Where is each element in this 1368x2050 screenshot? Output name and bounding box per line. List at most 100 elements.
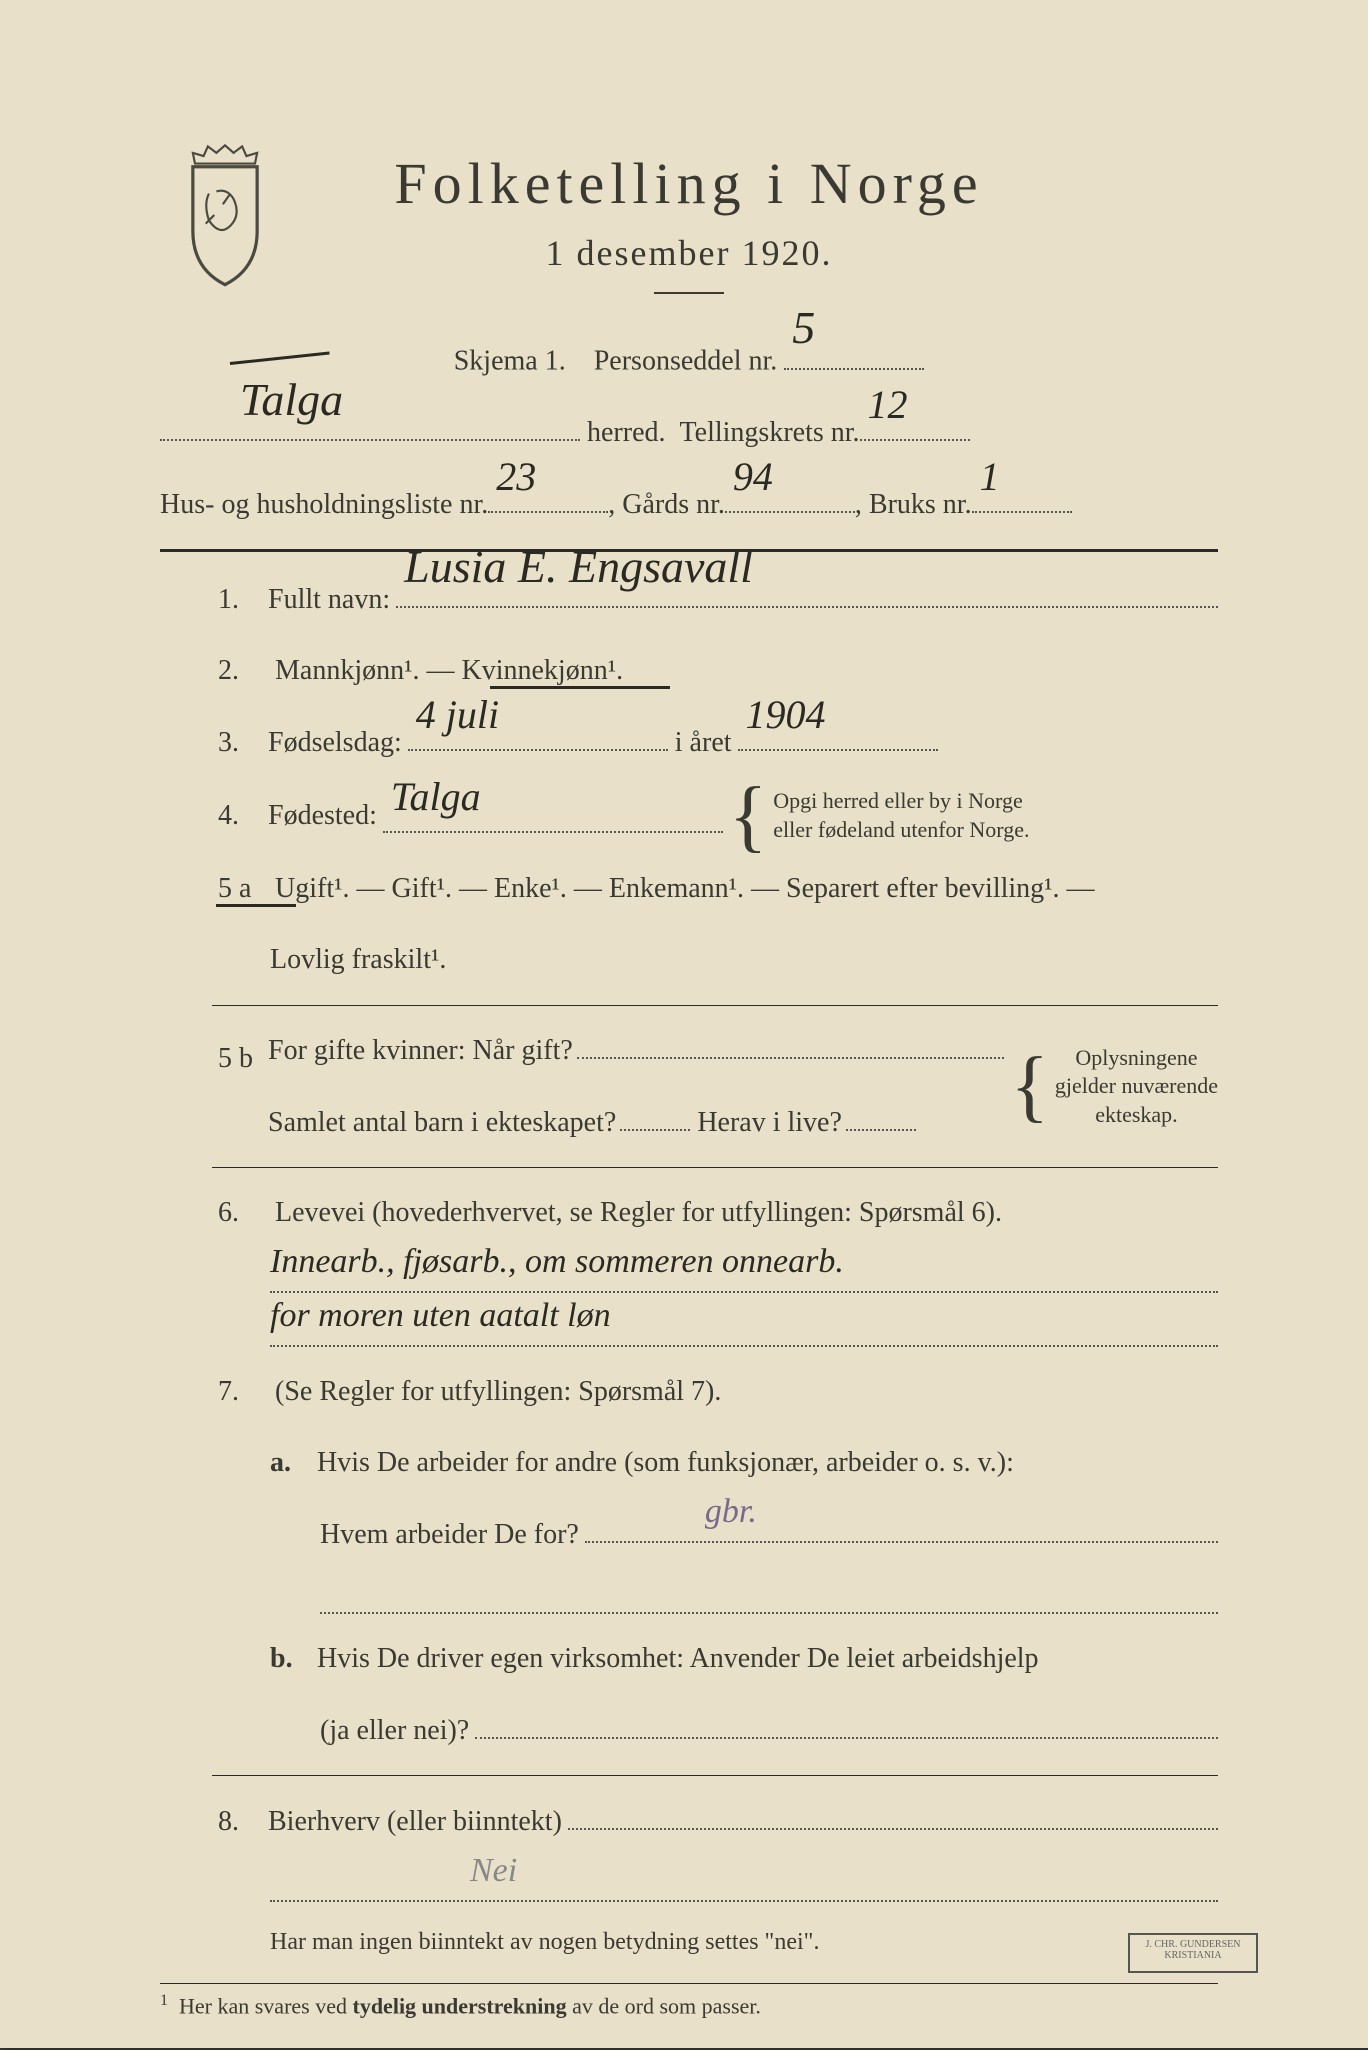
q7a-field2 <box>320 1579 1218 1615</box>
personseddel-label: Personseddel nr. <box>594 346 778 377</box>
bruks-value: 1 <box>980 439 1000 515</box>
q5b-line2: Samlet antal barn i ekteskapet? Herav i … <box>268 1095 1004 1149</box>
q7b-l1: Hvis De driver egen virksomhet: Anvender… <box>317 1643 1039 1674</box>
q4-field: Talga <box>383 798 723 834</box>
q5b-body: For gifte kvinner: Når gift? Samlet anta… <box>268 1024 1004 1150</box>
q7b-row2: (ja eller nei)? <box>160 1704 1218 1758</box>
q5a-text2: Lovlig fraskilt¹. <box>270 944 446 975</box>
personseddel-value: 5 <box>792 284 815 371</box>
q5b-line1: For gifte kvinner: Når gift? <box>268 1024 1004 1078</box>
q8-field <box>568 1794 1218 1830</box>
q3-day-value: 4 juli <box>416 677 499 753</box>
q5a-text1: Ugift¹. — Gift¹. — Enke¹. — Enkemann¹. —… <box>275 873 1095 904</box>
q7a-row2: Hvem arbeider De for? gbr. <box>160 1507 1218 1561</box>
census-form-page: Folketelling i Norge 1 desember 1920. Sk… <box>0 0 1368 2048</box>
husliste-value: 23 <box>496 439 536 515</box>
q4-value: Talga <box>391 759 481 835</box>
divider <box>654 292 724 294</box>
q8-field2: Nei <box>270 1866 1218 1902</box>
herred-label: herred. <box>587 406 666 459</box>
q5b-note1: Oplysningene <box>1075 1045 1197 1070</box>
coat-of-arms-icon <box>170 140 280 290</box>
q3-mid: i året <box>675 716 732 769</box>
gards-field: 94 <box>725 478 855 514</box>
q7-num: 7. <box>218 1365 268 1418</box>
page-subtitle: 1 desember 1920. <box>160 232 1218 274</box>
q7a-num: a. <box>270 1436 310 1489</box>
q8-row: 8. Bierhverv (eller biinntekt) <box>160 1794 1218 1848</box>
q5b-live-field <box>846 1095 916 1131</box>
q7a-row: a. Hvis De arbeider for andre (som funks… <box>160 1436 1218 1489</box>
brace-icon: { <box>1010 1062 1048 1110</box>
q7b-row: b. Hvis De driver egen virksomhet: Anven… <box>160 1632 1218 1685</box>
q1-field: Lusia E. Engsavall <box>396 572 1218 608</box>
page-title: Folketelling i Norge <box>160 150 1218 217</box>
herred-value: Talga <box>240 356 343 443</box>
q5a-row: 5 a Ugift¹. — Gift¹. — Enke¹. — Enkemann… <box>160 862 1218 915</box>
q6-value2: for moren uten aatalt løn <box>270 1284 611 1349</box>
q1-row: 1. Fullt navn: Lusia E. Engsavall <box>160 572 1218 626</box>
q5b-l2b: Herav i live? <box>697 1096 842 1149</box>
personseddel-field: 5 <box>784 334 924 370</box>
q1-value: Lusia E. Engsavall <box>404 523 753 610</box>
q7b-num: b. <box>270 1632 310 1685</box>
q3-day-field: 4 juli <box>408 715 668 751</box>
q8-label: Bierhverv (eller biinntekt) <box>268 1795 562 1848</box>
bruks-label: Bruks nr. <box>869 478 972 531</box>
q7a-value: gbr. <box>705 1480 757 1545</box>
q6-value-row2: for moren uten aatalt løn <box>160 1311 1218 1347</box>
q8-num: 8. <box>218 1795 268 1848</box>
footnote-b: tydelig understrekning <box>353 1994 567 2019</box>
tellingskrets-value: 12 <box>868 367 908 443</box>
q4-note1: Opgi herred eller by i Norge <box>773 788 1022 813</box>
skjema-label: Skjema 1. <box>454 346 566 377</box>
q4-note2: eller fødeland utenfor Norge. <box>773 817 1029 842</box>
q5b-num: 5 b <box>218 1024 268 1085</box>
q4-note: Opgi herred eller by i Norge eller fødel… <box>773 787 1029 844</box>
q5b-l2a: Samlet antal barn i ekteskapet? <box>268 1096 616 1149</box>
q3-num: 3. <box>218 716 268 769</box>
q5b-gift-field <box>577 1024 1005 1060</box>
q5b-barn-field <box>620 1095 690 1131</box>
divider <box>160 1983 1218 1984</box>
footnote-c: av de ord som passer. <box>567 1994 761 2019</box>
gards-value: 94 <box>733 439 773 515</box>
header: Folketelling i Norge 1 desember 1920. <box>160 150 1218 294</box>
brace-icon: { <box>729 792 767 840</box>
meta-row-2: Talga herred. Tellingskrets nr. 12 <box>160 406 1218 460</box>
q8-note-text: Har man ingen biinntekt av nogen betydni… <box>270 1929 819 1955</box>
q6-label: Levevei (hovederhvervet, se Regler for u… <box>275 1197 1002 1228</box>
q8-value: Nei <box>470 1839 517 1904</box>
q5b-row: 5 b For gifte kvinner: Når gift? Samlet … <box>160 1024 1218 1150</box>
divider <box>212 1005 1218 1006</box>
divider <box>212 1775 1218 1776</box>
q4-row: 4. Fødested: Talga { Opgi herred eller b… <box>160 787 1218 844</box>
footnote-a: Her kan svares ved <box>179 1994 353 2019</box>
q7-label: (Se Regler for utfyllingen: Spørsmål 7). <box>275 1376 721 1407</box>
q7a-row3 <box>160 1579 1218 1615</box>
q5b-note2: gjelder nuværende <box>1055 1073 1218 1098</box>
q1-label: Fullt navn: <box>268 573 390 626</box>
q6-field2: for moren uten aatalt løn <box>270 1311 1218 1347</box>
q4-label: Fødested: <box>268 789 377 842</box>
q7b-field <box>475 1704 1218 1740</box>
husliste-field: 23 <box>488 478 608 514</box>
footnote: 1 Her kan svares ved tydelig understrekn… <box>160 1992 1218 2019</box>
q1-num: 1. <box>218 573 268 626</box>
q7-row: 7. (Se Regler for utfyllingen: Spørsmål … <box>160 1365 1218 1418</box>
q6-num: 6. <box>218 1186 268 1239</box>
q7a-field: gbr. <box>585 1507 1218 1543</box>
underline-kvinnekjonn <box>490 686 670 689</box>
q2-row: 2. Mannkjønn¹. — Kvinnekjønn¹. <box>160 644 1218 697</box>
underline-ugift <box>216 904 296 907</box>
q7b-l2: (ja eller nei)? <box>320 1704 469 1757</box>
q8-row2: Nei <box>160 1866 1218 1902</box>
q7a-l2: Hvem arbeider De for? <box>320 1508 579 1561</box>
printer-stamp: J. CHR. GUNDERSENKRISTIANIA <box>1128 1933 1258 1973</box>
q3-row: 3. Fødselsdag: 4 juli i året 1904 <box>160 715 1218 769</box>
q5b-note3: ekteskap. <box>1095 1102 1177 1127</box>
q8-note: Har man ingen biinntekt av nogen betydni… <box>160 1920 1218 1966</box>
q5b-note: Oplysningene gjelder nuværende ekteskap. <box>1055 1044 1218 1130</box>
q3-year-value: 1904 <box>746 677 826 753</box>
q2-num: 2. <box>218 644 268 697</box>
